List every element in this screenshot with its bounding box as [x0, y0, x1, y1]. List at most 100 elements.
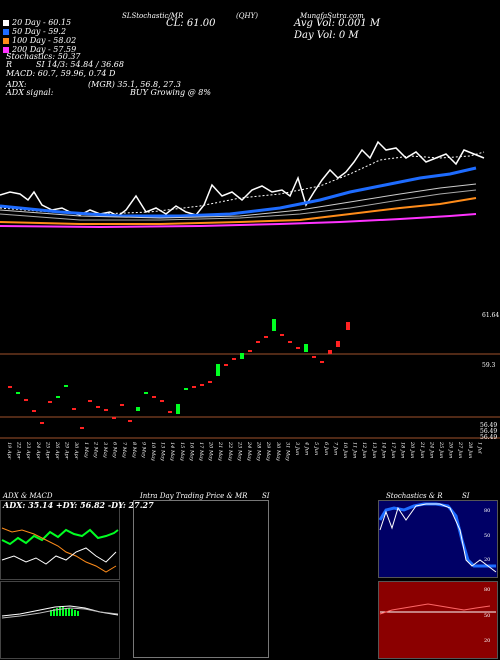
rsi-tick-20: 20 [484, 638, 491, 644]
candle [256, 341, 260, 343]
candle [272, 319, 276, 331]
candle [8, 386, 12, 388]
candle [120, 404, 124, 406]
candle [40, 422, 44, 424]
intraday-panel-title: Intra Day Trading Price & MR [140, 492, 248, 500]
candle [136, 407, 140, 411]
date-label: 2 May [92, 441, 98, 458]
macd-readout: MACD: 60.7, 59.96, 0.74 D [6, 69, 116, 78]
date-label: 14 May [169, 442, 175, 461]
adx-panel [0, 500, 120, 580]
date-label: 24 Apr [35, 441, 41, 460]
candle [96, 406, 100, 408]
date-label: 3 Jun [294, 442, 300, 455]
close-price: CL: 61.00 [166, 18, 216, 29]
moving-average-legend: 20 Day - 60.15 50 Day - 59.2 100 Day - 5… [3, 18, 76, 54]
ma20-line [0, 151, 485, 215]
candle [56, 396, 60, 398]
date-label: 17 Jun [390, 442, 396, 458]
candles [8, 319, 350, 429]
candle [64, 385, 68, 387]
date-label: 12 Jun [361, 442, 367, 458]
date-label: 5 Jun [313, 442, 319, 455]
adx-signal-label: ADX signal: [6, 88, 54, 97]
date-label: 7 May [121, 442, 127, 458]
rsi-panel [378, 581, 498, 659]
date-label: 29 May [265, 441, 271, 461]
ma100-line [0, 197, 477, 225]
date-label: 1 Jul [476, 442, 482, 454]
date-label: 28 Jun [467, 441, 473, 458]
date-label: 23 May [236, 441, 242, 461]
candle [248, 350, 252, 352]
date-label: 26 Jun [448, 441, 454, 458]
stochastics-si-label: SI [462, 492, 470, 500]
date-label: 22 Apr [16, 441, 22, 460]
swatch-100-day [3, 37, 9, 44]
axis-label-56b: 56.49 [480, 428, 498, 435]
stoch-tick-80: 80 [484, 508, 491, 514]
adx-values: ADX: 35.14 +DY: 56.82 -DY: 27.27 [3, 500, 154, 510]
adx-mgr: (MGR) 35.1, 56.8, 27.3 [88, 80, 181, 89]
date-label: 30 Apr [73, 442, 79, 460]
adx-panel-title: ADX & MACD [3, 492, 53, 500]
candle [88, 400, 92, 402]
candle [320, 361, 324, 363]
candle [128, 420, 132, 422]
date-label: 15 May [179, 442, 185, 461]
date-label: 19 Apr [6, 442, 12, 460]
candle [104, 409, 108, 411]
date-label: 6 May [112, 442, 118, 458]
date-label: 21 Jun [419, 441, 425, 458]
axis-label-56c: 56.49 [480, 434, 498, 441]
candle [280, 334, 284, 336]
candle [24, 399, 28, 401]
candle [288, 341, 292, 343]
candle [312, 356, 316, 358]
candle [200, 384, 204, 386]
stochastics-panel-title: Stochastics & R [386, 492, 443, 500]
candle [208, 381, 212, 383]
candle [48, 401, 52, 403]
candle [112, 417, 116, 419]
candle [152, 396, 156, 398]
candle [32, 410, 36, 412]
candle [144, 392, 148, 394]
stoch-tick-50: 50 [484, 533, 491, 539]
axis-label-61: 61.64 [482, 312, 500, 319]
date-label: 24 May [246, 441, 252, 461]
ma-grey-b [0, 189, 477, 221]
date-label: 17 May [198, 442, 204, 461]
axis-label-59: 59.3 [482, 362, 496, 369]
day-volume: Day Vol: 0 M [294, 30, 359, 41]
candle [16, 392, 20, 394]
rsi-tick-80: 80 [484, 587, 491, 593]
date-label: 8 May [131, 442, 137, 458]
stochastics-readout: Stochastics: 50.37 [6, 52, 81, 61]
legend-20-day: 20 Day - 60.15 [3, 18, 76, 27]
candle [216, 364, 220, 376]
candle [224, 364, 228, 366]
stochastics-si: SI 14/3: 54.84 / 36.68 [36, 60, 124, 69]
date-label: 11 Jun [352, 442, 358, 458]
ma-grey-a [0, 183, 477, 219]
date-label: 27 Jun [457, 441, 463, 458]
swatch-20-day [3, 19, 9, 26]
avg-volume: Avg Vol: 0.001 M [294, 18, 381, 29]
adx-label: ADX: [6, 80, 27, 89]
date-label: 29 Apr [64, 441, 70, 460]
intraday-si-label: SI [262, 492, 270, 500]
legend-50-day: 50 Day - 59.2 [3, 27, 76, 36]
stochastics-r: R [6, 60, 13, 69]
header-title-left: SLStochastic/MR [122, 12, 184, 20]
date-label: 4 Jun [304, 441, 310, 455]
candle [192, 386, 196, 388]
date-label: 14 Jun [380, 442, 386, 458]
candle [176, 404, 180, 414]
intraday-panel [133, 500, 269, 658]
date-label: 23 Apr [25, 441, 31, 460]
date-label: 30 May [275, 442, 281, 461]
date-label: 18 Jun [400, 442, 406, 458]
candle [80, 427, 84, 429]
date-label: 10 Jun [342, 442, 348, 458]
